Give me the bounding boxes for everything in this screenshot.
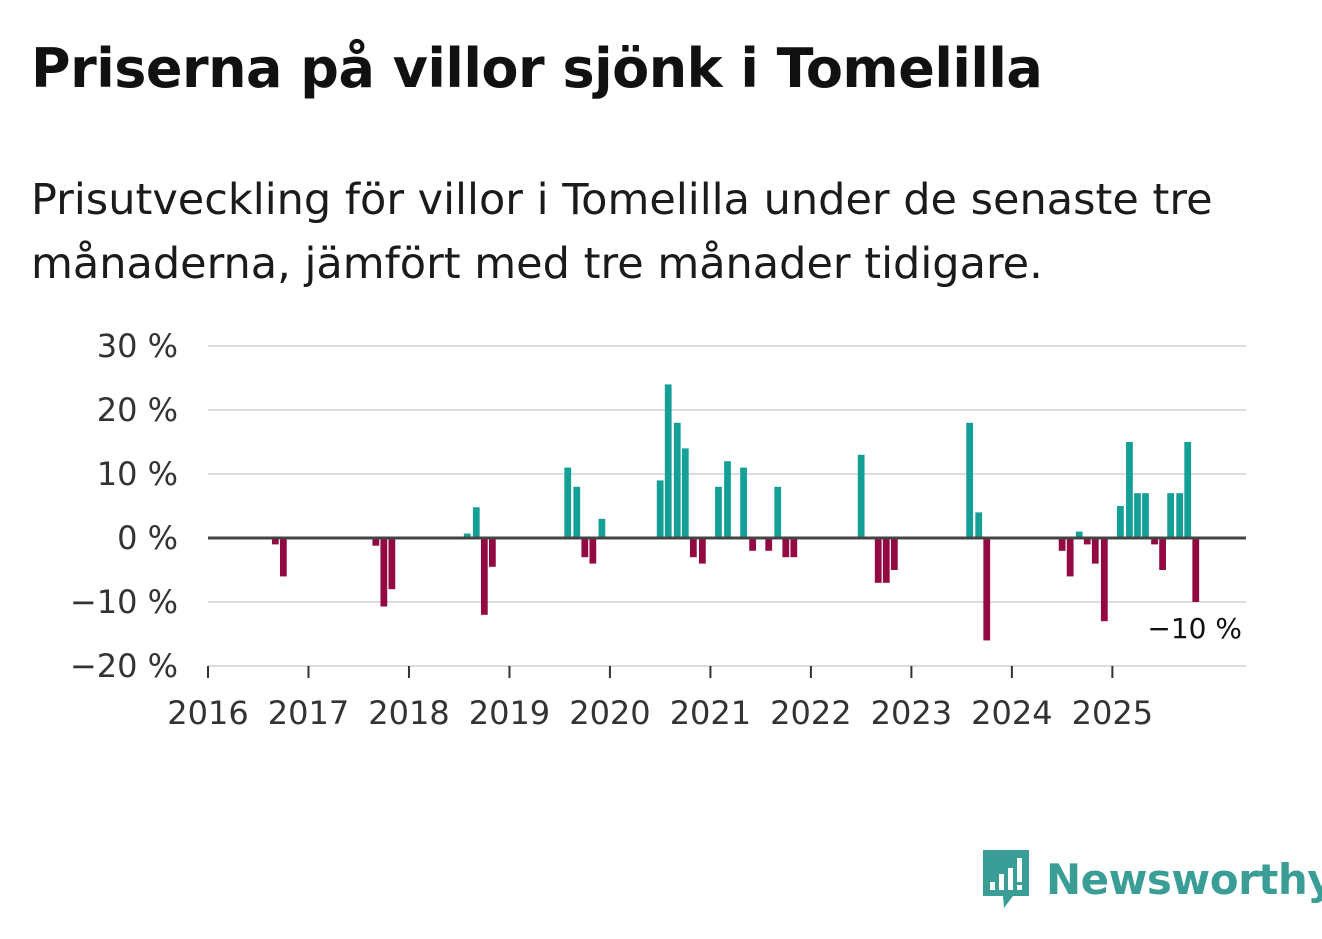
bar <box>380 538 388 607</box>
bar <box>1126 442 1133 538</box>
bar <box>1083 538 1091 545</box>
bar <box>975 512 983 538</box>
data-label: −10 % <box>1147 612 1242 645</box>
x-tick-label: 2020 <box>569 694 650 732</box>
bar <box>774 486 782 538</box>
bar <box>724 461 731 538</box>
bar <box>782 538 790 558</box>
bar <box>1100 538 1108 622</box>
bar <box>573 486 581 538</box>
x-tick-label: 2017 <box>268 694 349 732</box>
bar <box>1091 538 1099 564</box>
y-tick-label: −20 % <box>70 647 178 685</box>
bar <box>790 538 798 558</box>
bar <box>1151 538 1158 545</box>
bar <box>564 467 572 538</box>
bar <box>598 518 606 538</box>
chart-subtitle: Prisutveckling för villor i Tomelilla un… <box>31 175 1213 289</box>
x-tick-label: 2018 <box>368 694 449 732</box>
bar <box>1184 442 1192 538</box>
bar <box>740 467 747 538</box>
bar <box>589 538 597 564</box>
bar <box>1066 538 1074 577</box>
bar <box>715 486 722 538</box>
bar <box>857 454 865 538</box>
x-tick-label: 2024 <box>971 694 1052 732</box>
x-tick-label: 2025 <box>1072 694 1153 732</box>
bar-chart: 30 % 20 % 10 % 0 % −10 % −20 % 2016 2017 2018 201… <box>70 327 1246 732</box>
bar <box>890 538 898 570</box>
bar <box>664 384 672 538</box>
bar <box>1134 493 1141 538</box>
bar <box>681 448 689 538</box>
y-tick-label: −10 % <box>70 583 178 621</box>
bar <box>1176 493 1184 538</box>
chart-title: Priserna på villor sjönk i Tomelilla <box>31 37 1043 100</box>
x-tick-label: 2016 <box>167 694 248 732</box>
bar <box>689 538 697 558</box>
bar <box>1192 538 1200 602</box>
bar <box>372 538 380 546</box>
bar <box>388 538 396 590</box>
bar <box>463 533 471 538</box>
bar <box>472 507 480 538</box>
x-tick-label: 2023 <box>871 694 952 732</box>
bar <box>673 422 681 538</box>
y-tick-label: 10 % <box>97 455 178 493</box>
bar <box>698 538 706 564</box>
bar <box>271 538 279 545</box>
bar <box>1075 531 1083 538</box>
bar <box>966 422 974 538</box>
x-tick-label: 2019 <box>469 694 550 732</box>
bar <box>480 538 488 615</box>
bar <box>1117 506 1124 538</box>
bar <box>1058 538 1066 551</box>
bar <box>1159 538 1166 570</box>
bar <box>1142 493 1149 538</box>
bar <box>1167 493 1175 538</box>
brand-name: Newsworthy <box>1046 854 1322 904</box>
bar <box>983 538 991 641</box>
bar <box>488 538 496 567</box>
newsworthy-logo-icon <box>983 850 1029 908</box>
y-tick-label: 30 % <box>97 327 178 365</box>
bar <box>765 538 773 551</box>
y-tick-label: 20 % <box>97 391 178 429</box>
x-tick-label: 2021 <box>670 694 751 732</box>
bar <box>749 538 757 551</box>
bar <box>874 538 882 583</box>
y-tick-label: 0 % <box>117 519 178 557</box>
bar <box>581 538 589 558</box>
bar <box>279 538 287 577</box>
brand-logo: Newsworthy <box>980 848 1322 910</box>
x-tick-label: 2022 <box>770 694 851 732</box>
bar <box>656 480 664 538</box>
bar <box>882 538 890 583</box>
